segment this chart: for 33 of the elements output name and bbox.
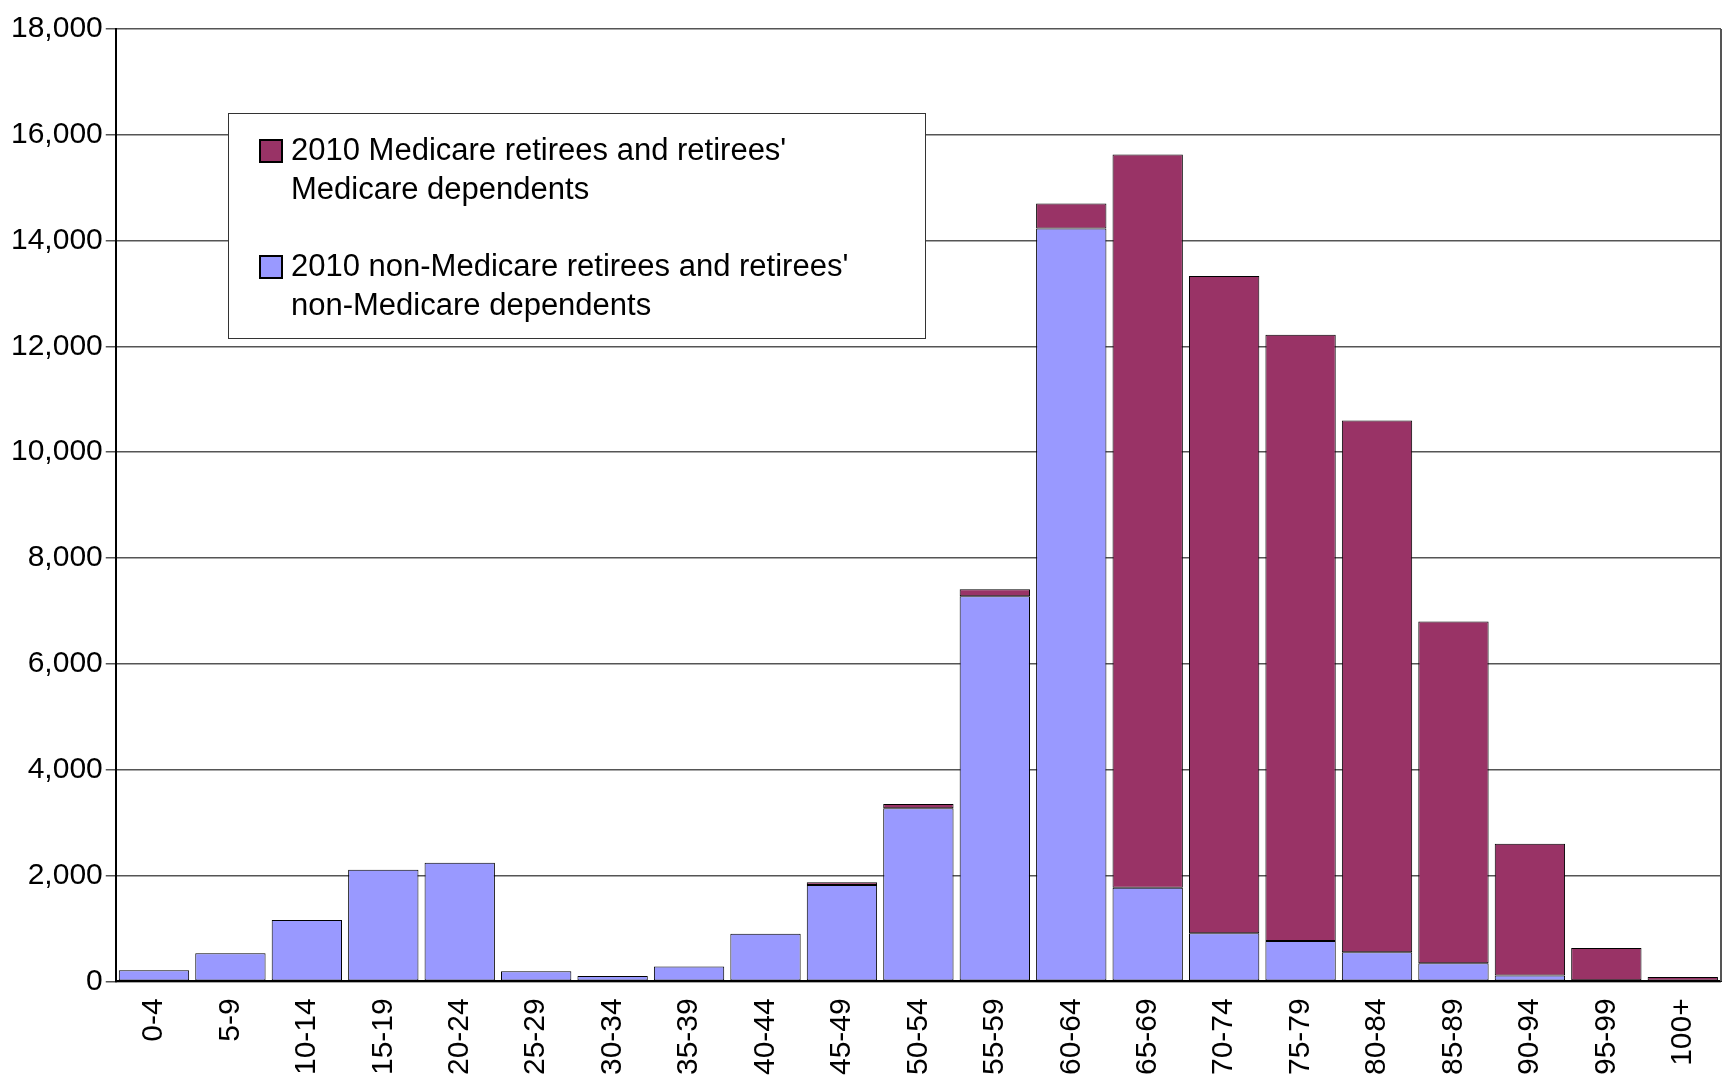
x-tick-label: 50-54 (899, 998, 933, 1076)
x-tick-label: 70-74 (1205, 998, 1239, 1076)
y-tick-label: 18,000 (10, 10, 103, 44)
x-tick-label: 65-69 (1128, 998, 1162, 1076)
y-tick-label: 14,000 (10, 221, 103, 255)
x-tick-label: 35-39 (670, 998, 704, 1076)
x-tick-label: 85-89 (1434, 998, 1468, 1076)
x-tick-label: 55-59 (976, 998, 1010, 1076)
y-tick-label: 8,000 (27, 539, 103, 573)
y-tick-label: 0 (86, 962, 103, 996)
y-tick-label: 6,000 (27, 645, 103, 679)
x-tick-label: 30-34 (593, 998, 627, 1076)
y-tick-label: 10,000 (10, 433, 103, 467)
x-tick-label: 80-84 (1358, 998, 1392, 1076)
x-tick-label: 90-94 (1511, 998, 1545, 1076)
x-tick-label: 100+ (1664, 998, 1698, 1066)
y-tick-label: 2,000 (27, 856, 103, 890)
y-tick-label: 12,000 (10, 327, 103, 361)
legend-label: 2010 non-Medicare retirees and retirees' non-Medicare dependents (291, 247, 850, 324)
legend-label: 2010 Medicare retirees and retirees' Medicare dependents (291, 131, 788, 208)
x-tick-label: 25-29 (517, 998, 551, 1076)
x-tick-label: 95-99 (1587, 998, 1621, 1076)
y-tick-label: 16,000 (10, 116, 103, 150)
x-tick-label: 15-19 (364, 998, 398, 1076)
y-tick-label: 4,000 (27, 750, 103, 784)
x-tick-label: 45-49 (823, 998, 857, 1076)
x-tick-label: 5-9 (211, 998, 245, 1042)
x-tick-label: 0-4 (135, 998, 169, 1042)
x-tick-label: 75-79 (1281, 998, 1315, 1076)
x-tick-label: 20-24 (441, 998, 474, 1076)
x-tick-label: 60-64 (1052, 998, 1086, 1076)
x-tick-label: 40-44 (746, 998, 780, 1076)
x-tick-label: 10-14 (288, 998, 322, 1076)
